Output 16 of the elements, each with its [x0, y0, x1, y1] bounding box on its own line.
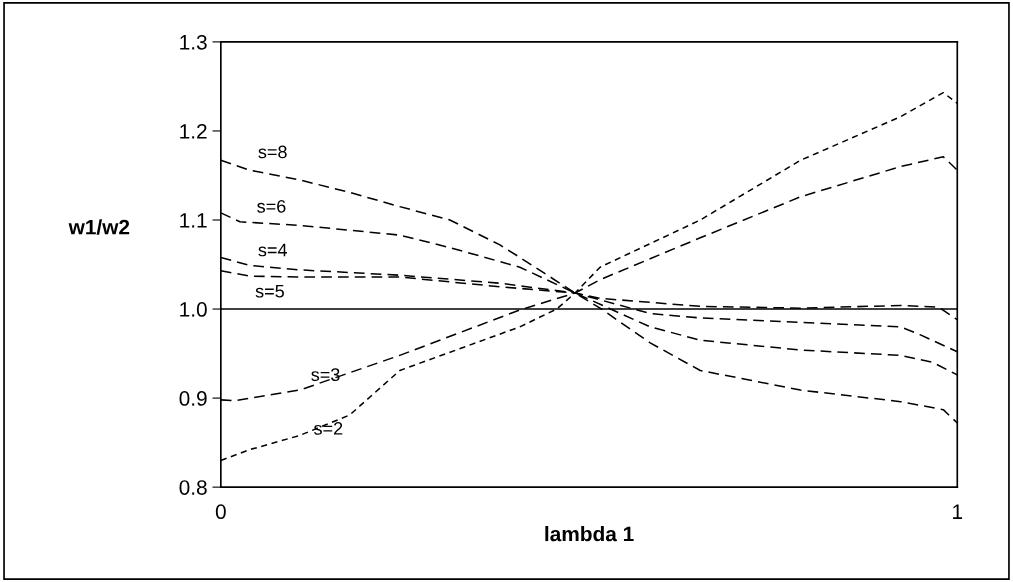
y-tick-label: 1.3	[180, 34, 207, 50]
y-tick-label: 0.9	[179, 391, 207, 406]
series-label: s=8	[258, 145, 287, 159]
y-tick-label: 1.2	[180, 123, 207, 139]
x-tick-label: 0	[215, 504, 226, 520]
series-label: s=3	[311, 368, 340, 382]
y-tick-label: 0.8	[179, 480, 207, 495]
y-tick-label: 1.0	[180, 302, 207, 317]
series-label: s=2	[314, 421, 343, 435]
series-label: s=4	[258, 243, 287, 257]
x-tick-label: 1	[953, 504, 963, 519]
x-axis-title: lambda 1	[545, 526, 634, 542]
series-label: s=6	[257, 199, 286, 213]
y-axis-title: w1/w2	[68, 219, 130, 235]
y-tick-label: 1.1	[180, 213, 207, 228]
series-label: s=5	[255, 285, 284, 298]
